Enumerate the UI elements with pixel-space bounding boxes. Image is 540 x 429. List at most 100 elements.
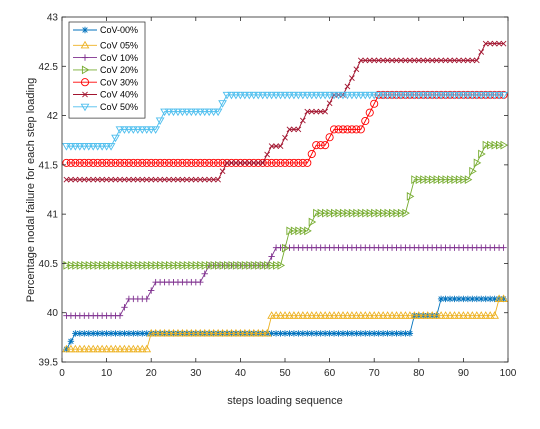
data-point-5 xyxy=(120,158,129,167)
data-point-4 xyxy=(174,261,183,270)
data-point-5 xyxy=(280,158,290,167)
x-tick-label: 70 xyxy=(369,368,381,379)
data-point-6 xyxy=(85,176,92,183)
data-point-6-part xyxy=(197,176,204,183)
data-point-2 xyxy=(115,344,125,353)
data-point-5 xyxy=(124,158,133,167)
data-point-5 xyxy=(173,158,183,167)
data-point-2 xyxy=(445,311,455,319)
data-point-6 xyxy=(224,160,230,166)
data-point-4 xyxy=(85,261,94,270)
data-point-6 xyxy=(366,57,373,64)
data-point-2 xyxy=(146,328,156,337)
data-point-6 xyxy=(442,57,449,64)
data-point-2 xyxy=(418,311,428,319)
data-point-6 xyxy=(143,176,150,183)
data-point-1-part xyxy=(393,330,400,337)
data-point-6-part xyxy=(224,160,230,166)
data-point-6 xyxy=(126,176,132,183)
data-point-6 xyxy=(166,176,172,183)
legend-marker xyxy=(80,78,90,87)
data-point-2 xyxy=(383,311,392,319)
data-point-4 xyxy=(90,261,98,270)
data-point-7 xyxy=(173,108,183,117)
data-point-6-part xyxy=(344,83,351,90)
data-point-1-part xyxy=(77,330,83,337)
data-point-6-part xyxy=(273,143,279,150)
data-point-7 xyxy=(432,91,442,100)
data-point-1-part xyxy=(309,330,315,337)
data-point-2 xyxy=(343,311,352,319)
data-point-6-part xyxy=(143,176,150,183)
data-point-6 xyxy=(184,176,190,183)
data-point-2 xyxy=(494,294,504,302)
data-point-1-part xyxy=(331,330,337,337)
data-point-7 xyxy=(378,91,388,100)
data-point-7 xyxy=(343,91,352,100)
data-point-2 xyxy=(387,311,397,319)
data-point-5 xyxy=(93,158,102,167)
data-point-7 xyxy=(351,91,361,100)
data-point-6-part xyxy=(500,40,507,47)
data-point-6 xyxy=(237,160,244,166)
data-point-6-part xyxy=(179,176,186,183)
data-point-7 xyxy=(396,91,406,100)
data-point-7 xyxy=(231,91,241,100)
data-point-5 xyxy=(71,158,80,167)
data-point-7 xyxy=(450,91,459,100)
data-point-2 xyxy=(133,344,143,353)
data-point-7 xyxy=(124,126,134,134)
data-point-5 xyxy=(285,158,294,167)
data-point-5 xyxy=(267,158,276,167)
data-point-4 xyxy=(357,208,366,218)
data-point-1 xyxy=(321,330,329,337)
data-point-4 xyxy=(304,226,312,236)
data-point-3 xyxy=(121,304,128,311)
data-point-6-part xyxy=(299,117,306,124)
data-point-4 xyxy=(250,261,259,270)
data-point-7 xyxy=(128,126,138,134)
data-point-1-part xyxy=(277,330,284,337)
data-point-6 xyxy=(420,57,427,64)
data-point-1 xyxy=(478,295,485,303)
data-point-6 xyxy=(250,160,257,166)
data-point-2 xyxy=(75,344,85,353)
data-point-1-part xyxy=(99,330,105,337)
data-point-1-part xyxy=(358,330,364,337)
data-point-1-part xyxy=(68,338,74,345)
data-point-5 xyxy=(294,158,303,167)
data-point-5 xyxy=(272,158,281,167)
data-point-2 xyxy=(432,311,442,319)
data-point-4 xyxy=(286,226,294,236)
data-point-5 xyxy=(115,158,125,167)
data-point-2 xyxy=(169,328,178,337)
legend-label: CoV-00% xyxy=(100,25,138,35)
data-point-4 xyxy=(103,261,112,270)
data-point-5 xyxy=(356,125,365,134)
data-point-6 xyxy=(349,75,355,81)
data-point-5 xyxy=(218,158,227,167)
data-point-4 xyxy=(295,226,303,236)
data-point-1-part xyxy=(139,330,145,337)
data-point-6 xyxy=(63,176,70,183)
data-point-5 xyxy=(98,158,107,167)
data-point-1-part xyxy=(362,330,368,337)
data-point-6 xyxy=(273,143,279,150)
data-point-5 xyxy=(80,158,89,167)
data-point-6-part xyxy=(317,108,324,115)
legend-entry: CoV 40% xyxy=(73,90,138,100)
data-point-7 xyxy=(338,91,348,100)
data-point-4 xyxy=(183,261,192,270)
data-point-1-part xyxy=(482,296,489,302)
data-point-1-part xyxy=(384,330,391,337)
x-tick-label: 100 xyxy=(500,368,517,379)
data-point-1-part xyxy=(487,296,493,302)
data-point-7 xyxy=(392,91,401,100)
data-point-7 xyxy=(213,108,223,117)
data-point-2 xyxy=(124,344,134,353)
data-point-6 xyxy=(108,176,114,183)
data-point-1 xyxy=(98,330,106,337)
legend-label: CoV 20% xyxy=(100,65,138,75)
data-point-2 xyxy=(436,311,446,319)
data-point-6-part xyxy=(407,57,413,64)
